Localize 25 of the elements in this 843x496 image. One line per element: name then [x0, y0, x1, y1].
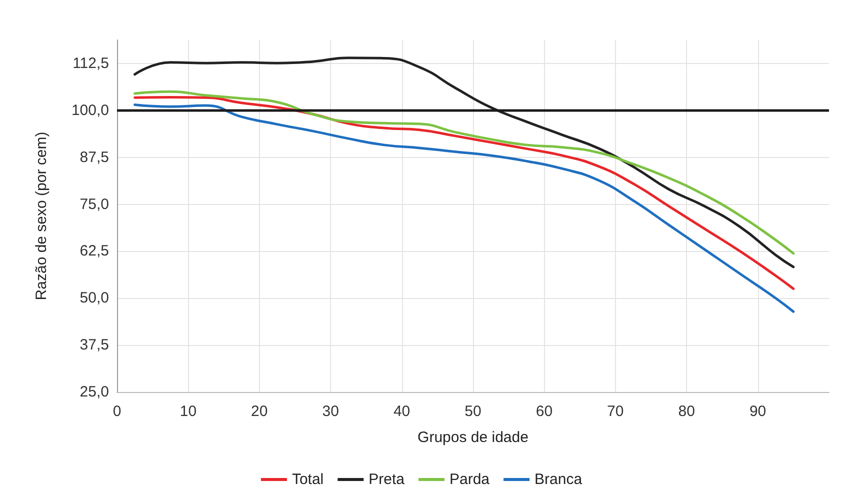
legend-label: Preta — [368, 471, 406, 488]
y-tick-label: 87,5 — [80, 148, 109, 166]
y-tick-label: 25,0 — [80, 384, 109, 400]
y-tick-label: 62,5 — [80, 242, 109, 260]
x-tick-label: 20 — [251, 403, 268, 420]
y-axis-title: Razão de sexo (por cem) — [33, 132, 50, 300]
x-tick-label: 10 — [180, 403, 197, 420]
legend-label: Branca — [534, 471, 583, 488]
x-tick-label: 80 — [678, 403, 695, 420]
legend-label: Total — [292, 471, 324, 488]
x-tick-label: 70 — [607, 403, 624, 420]
x-tick-label: 40 — [393, 403, 410, 420]
y-tick-label: 50,0 — [80, 290, 109, 307]
legend-label: Parda — [449, 471, 490, 488]
x-tick-label: 30 — [322, 403, 339, 420]
y-tick-label: 75,0 — [80, 196, 109, 213]
x-tick-label: 90 — [749, 403, 766, 420]
y-tick-label: 100,0 — [71, 102, 109, 119]
y-tick-label: 37,5 — [80, 336, 109, 354]
line-series — [134, 90, 795, 255]
x-tick-label: 50 — [464, 403, 482, 420]
x-tick-label: 0 — [112, 403, 122, 420]
y-tick-label: 112,5 — [72, 54, 109, 72]
x-tick-label: 60 — [536, 403, 553, 420]
x-axis-title: Grupos de idade — [418, 429, 528, 446]
